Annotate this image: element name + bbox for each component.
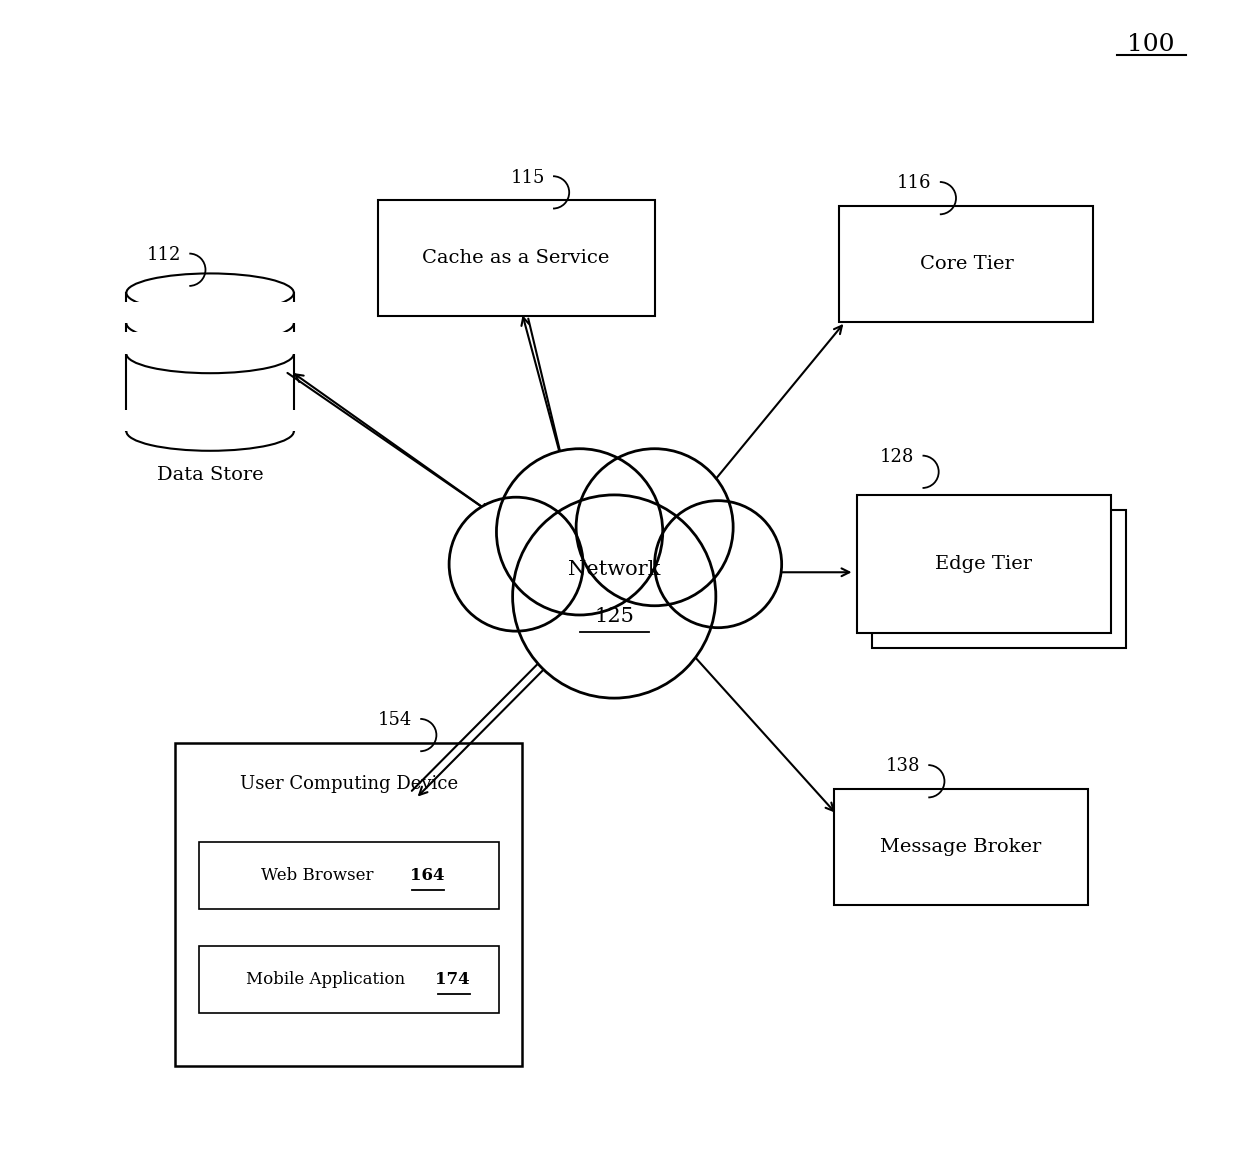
Bar <box>198 842 498 909</box>
Text: 100: 100 <box>1127 33 1174 56</box>
Bar <box>857 495 1111 634</box>
Ellipse shape <box>126 412 294 451</box>
Ellipse shape <box>126 304 294 343</box>
Text: Mobile Application: Mobile Application <box>246 971 410 989</box>
Circle shape <box>449 498 583 632</box>
Bar <box>377 200 655 316</box>
Text: 174: 174 <box>435 971 470 989</box>
Text: 154: 154 <box>377 712 412 729</box>
Bar <box>124 409 296 431</box>
Bar <box>126 293 294 431</box>
Text: 112: 112 <box>146 245 181 264</box>
Text: Core Tier: Core Tier <box>920 255 1013 273</box>
Bar <box>175 743 522 1066</box>
Bar <box>124 333 296 354</box>
Circle shape <box>512 495 715 698</box>
Bar <box>124 301 296 323</box>
Bar <box>198 947 498 1013</box>
Bar <box>839 206 1094 322</box>
Circle shape <box>577 449 733 606</box>
Ellipse shape <box>126 273 294 312</box>
Text: Message Broker: Message Broker <box>880 839 1042 856</box>
Text: 128: 128 <box>880 448 914 466</box>
Ellipse shape <box>126 335 294 373</box>
Text: 115: 115 <box>511 169 544 186</box>
Text: Web Browser: Web Browser <box>260 868 378 884</box>
Text: 164: 164 <box>410 868 444 884</box>
Text: User Computing Device: User Computing Device <box>239 775 458 792</box>
Bar <box>872 509 1126 649</box>
Bar <box>833 790 1087 905</box>
Text: 138: 138 <box>885 757 920 776</box>
Text: 125: 125 <box>594 607 634 626</box>
Text: Cache as a Service: Cache as a Service <box>423 249 610 267</box>
Text: Network: Network <box>568 561 661 579</box>
Text: Edge Tier: Edge Tier <box>935 555 1032 573</box>
Circle shape <box>496 449 662 615</box>
Circle shape <box>655 501 781 628</box>
Text: Data Store: Data Store <box>156 466 263 484</box>
Text: 116: 116 <box>897 174 931 192</box>
